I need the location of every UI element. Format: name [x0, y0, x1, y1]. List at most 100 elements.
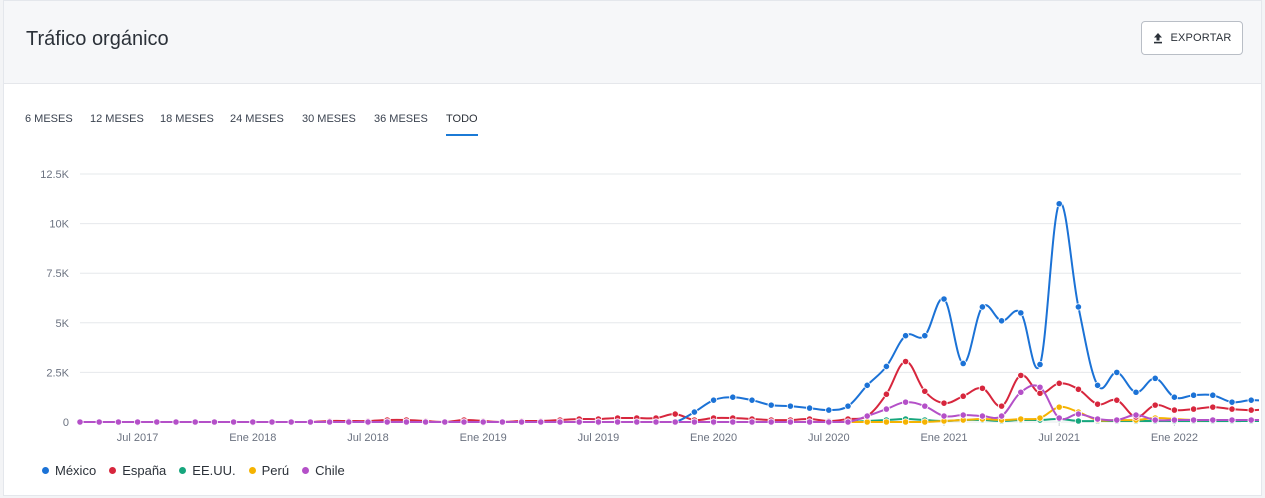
data-point-chile — [1074, 410, 1083, 418]
organic-traffic-card: Tráfico orgánico EXPORTAR 6 MESES 12 MES… — [3, 0, 1262, 496]
x-tick-label: Ene 2020 — [690, 432, 737, 444]
legend-dot — [42, 467, 49, 474]
data-point-espana — [1017, 371, 1025, 379]
x-tick-label: Jul 2017 — [117, 432, 159, 444]
data-point-espana — [997, 402, 1006, 410]
data-point-chile — [978, 412, 987, 420]
data-point-chile — [230, 418, 238, 426]
data-point-mexico — [863, 381, 871, 389]
data-point-chile — [767, 418, 775, 426]
data-point-chile — [517, 418, 526, 426]
tab-24-meses[interactable]: 24 MESES — [230, 113, 284, 125]
legend-item-peru[interactable]: Perú — [248, 463, 290, 478]
data-point-chile — [786, 418, 795, 426]
legend-dot — [302, 467, 310, 474]
legend-dot — [179, 467, 187, 474]
legend-dot — [248, 467, 256, 474]
data-point-espana — [1190, 405, 1198, 413]
data-point-chile — [441, 418, 449, 426]
data-point-mexico — [825, 406, 833, 414]
data-point-mexico — [844, 402, 852, 410]
x-tick-label: Ene 2022 — [1151, 432, 1198, 444]
data-point-mexico — [767, 401, 775, 409]
data-point-chile — [460, 418, 468, 426]
data-point-chile — [191, 418, 199, 426]
data-point-chile — [556, 418, 564, 426]
legend-label: Chile — [315, 463, 345, 478]
legend-item-eeuu[interactable]: EE.UU. — [179, 463, 236, 478]
legend-item-mexico[interactable]: México — [42, 463, 96, 478]
chart-legend: México España EE.UU. Perú Chile — [42, 463, 358, 478]
data-point-chile — [1132, 411, 1140, 419]
x-tick-label: Jul 2019 — [578, 432, 620, 444]
data-point-chile — [114, 418, 123, 426]
data-point-mexico — [786, 402, 795, 410]
data-point-peru — [882, 418, 891, 426]
data-point-chile — [1113, 416, 1121, 424]
data-point-chile — [594, 418, 603, 426]
tab-todo[interactable]: TODO — [446, 113, 478, 136]
y-tick-label: 5K — [56, 318, 70, 330]
data-point-chile — [805, 418, 814, 426]
data-point-chile — [402, 418, 410, 426]
data-point-chile — [537, 418, 545, 426]
data-point-mexico — [1113, 368, 1121, 376]
data-point-chile — [997, 412, 1006, 420]
data-point-chile — [287, 418, 295, 426]
data-point-mexico — [709, 396, 718, 404]
legend-item-espana[interactable]: España — [109, 463, 166, 478]
series-line-mexico — [80, 201, 1259, 423]
data-point-peru — [1036, 414, 1044, 422]
tab-30-meses[interactable]: 30 MESES — [302, 113, 356, 125]
data-point-espana — [978, 384, 987, 392]
card-header: Tráfico orgánico EXPORTAR — [4, 1, 1261, 84]
legend-label: EE.UU. — [192, 463, 236, 478]
legend-dot — [109, 467, 117, 474]
data-point-chile — [345, 418, 353, 426]
data-point-chile — [498, 418, 506, 426]
data-point-mexico — [1247, 396, 1255, 404]
legend-item-chile[interactable]: Chile — [302, 463, 345, 478]
data-point-espana — [671, 410, 679, 418]
data-point-chile — [863, 412, 871, 420]
data-point-espana — [1209, 403, 1217, 411]
y-tick-label: 2.5K — [46, 367, 69, 379]
tab-12-meses[interactable]: 12 MESES — [90, 113, 144, 125]
data-point-chile — [709, 418, 718, 426]
data-point-chile — [575, 418, 583, 426]
export-button[interactable]: EXPORTAR — [1141, 21, 1243, 55]
data-point-chile — [1017, 388, 1025, 396]
data-point-chile — [921, 402, 929, 410]
data-point-chile — [383, 418, 391, 426]
data-point-chile — [268, 418, 276, 426]
x-tick-label: Ene 2021 — [920, 432, 967, 444]
data-point-chile — [1247, 416, 1255, 424]
x-tick-label: Jul 2020 — [808, 432, 850, 444]
x-tick-label: Jul 2021 — [1038, 432, 1080, 444]
data-point-mexico — [882, 362, 891, 371]
data-point-mexico — [1017, 309, 1025, 317]
traffic-line-chart: 0 2.5K 5K 7.5K 10K 12.5K Jul 2017 Ene 2018 Jul 2… — [40, 169, 1259, 444]
data-point-espana — [959, 392, 967, 400]
data-point-mexico — [1074, 303, 1083, 311]
data-point-espana — [1055, 379, 1063, 387]
data-point-eeuu — [1074, 417, 1083, 425]
data-point-chile — [1151, 416, 1159, 424]
data-point-mexico — [997, 317, 1006, 325]
legend-label: Perú — [261, 463, 290, 478]
tab-6-meses[interactable]: 6 MESES — [25, 113, 73, 125]
data-point-chile — [172, 418, 180, 426]
data-point-chile — [210, 418, 218, 426]
page-title: Tráfico orgánico — [26, 28, 169, 50]
data-point-chile — [901, 398, 910, 406]
tab-18-meses[interactable]: 18 MESES — [160, 113, 214, 125]
data-point-mexico — [1132, 388, 1140, 396]
data-point-chile — [1094, 415, 1102, 423]
data-point-mexico — [1151, 374, 1159, 382]
y-tick-label: 12.5K — [40, 169, 69, 181]
tab-36-meses[interactable]: 36 MESES — [374, 113, 428, 125]
data-point-espana — [921, 387, 929, 395]
data-point-espana — [882, 390, 891, 398]
data-point-chile — [134, 418, 142, 426]
data-point-chile — [1170, 416, 1179, 424]
